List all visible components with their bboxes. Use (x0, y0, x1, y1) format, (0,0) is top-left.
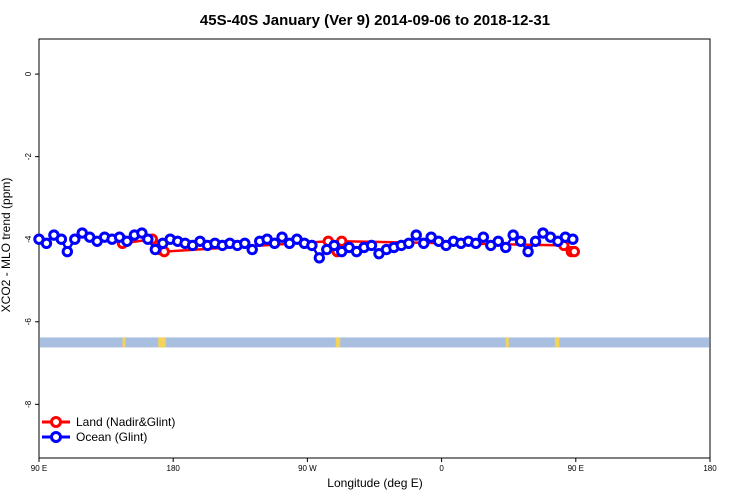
legend: Land (Nadir&Glint) Ocean (Glint) (42, 415, 175, 444)
ocean-data-point (55, 233, 68, 245)
ocean-data-point (522, 245, 534, 258)
land-segment (122, 337, 126, 348)
ocean-data-point (470, 237, 482, 250)
x-tick-label: 90 E (568, 464, 584, 473)
land-data-point (568, 245, 581, 258)
ocean-data-point (142, 233, 154, 245)
ocean-data-point (514, 235, 527, 247)
ocean-data-point (239, 237, 251, 250)
ocean-data-point (149, 243, 162, 256)
legend-ocean-label: Ocean (Glint) (76, 430, 147, 444)
ocean-data-point (567, 233, 579, 245)
ocean-data-point (328, 239, 340, 252)
series-layer (33, 227, 581, 264)
land-segments (122, 337, 560, 348)
y-axis-label: XCO2 - MLO trend (ppm) (0, 178, 13, 313)
x-axis-label: Longitude (deg E) (327, 476, 422, 490)
y-tick-label: -8 (24, 400, 33, 408)
ocean-data-point (246, 243, 258, 256)
ocean-data-point (492, 235, 504, 247)
y-tick-label: 0 (24, 71, 33, 76)
y-tick-label: -6 (24, 318, 33, 326)
y-tick-label: -2 (24, 153, 33, 161)
chart-title: 45S-40S January (Ver 9) 2014-09-06 to 20… (200, 12, 550, 29)
legend-land-marker (50, 416, 62, 428)
plot-frame (38, 38, 711, 459)
ocean-data-point (61, 245, 74, 258)
ocean-data-point (313, 252, 326, 264)
ocean-data-point (418, 237, 430, 250)
ocean-data-point (529, 235, 542, 247)
ocean-data-point (268, 237, 281, 250)
ocean-data-point (276, 231, 288, 243)
ocean-data-point (410, 229, 422, 241)
ocean-data-point (306, 239, 318, 252)
ocean-data-point (507, 229, 519, 241)
x-tick-label: 90 W (298, 464, 317, 473)
land-segment (505, 337, 509, 348)
y-tick-label: -4 (24, 235, 33, 243)
legend-land-label: Land (Nadir&Glint) (76, 415, 175, 429)
ocean-data-point (500, 241, 512, 254)
ocean-data-point (69, 233, 81, 245)
x-tick-label: 180 (167, 464, 181, 473)
land-ocean-strip (40, 337, 709, 348)
ocean-data-point (40, 237, 53, 250)
x-axis-ticks: 90 E 180 90 W 0 90 E 180 (31, 458, 717, 473)
ocean-data-point (121, 235, 133, 247)
land-segment (158, 337, 166, 348)
ocean-data-point (477, 231, 490, 243)
ocean-data-point (365, 239, 378, 252)
ocean-data-point (403, 237, 415, 250)
land-segment (554, 337, 560, 348)
x-tick-label: 180 (703, 464, 717, 473)
legend-ocean-marker (50, 431, 62, 443)
x-tick-label: 90 E (31, 464, 47, 473)
land-segment (335, 337, 341, 348)
x-tick-label: 0 (439, 464, 444, 473)
